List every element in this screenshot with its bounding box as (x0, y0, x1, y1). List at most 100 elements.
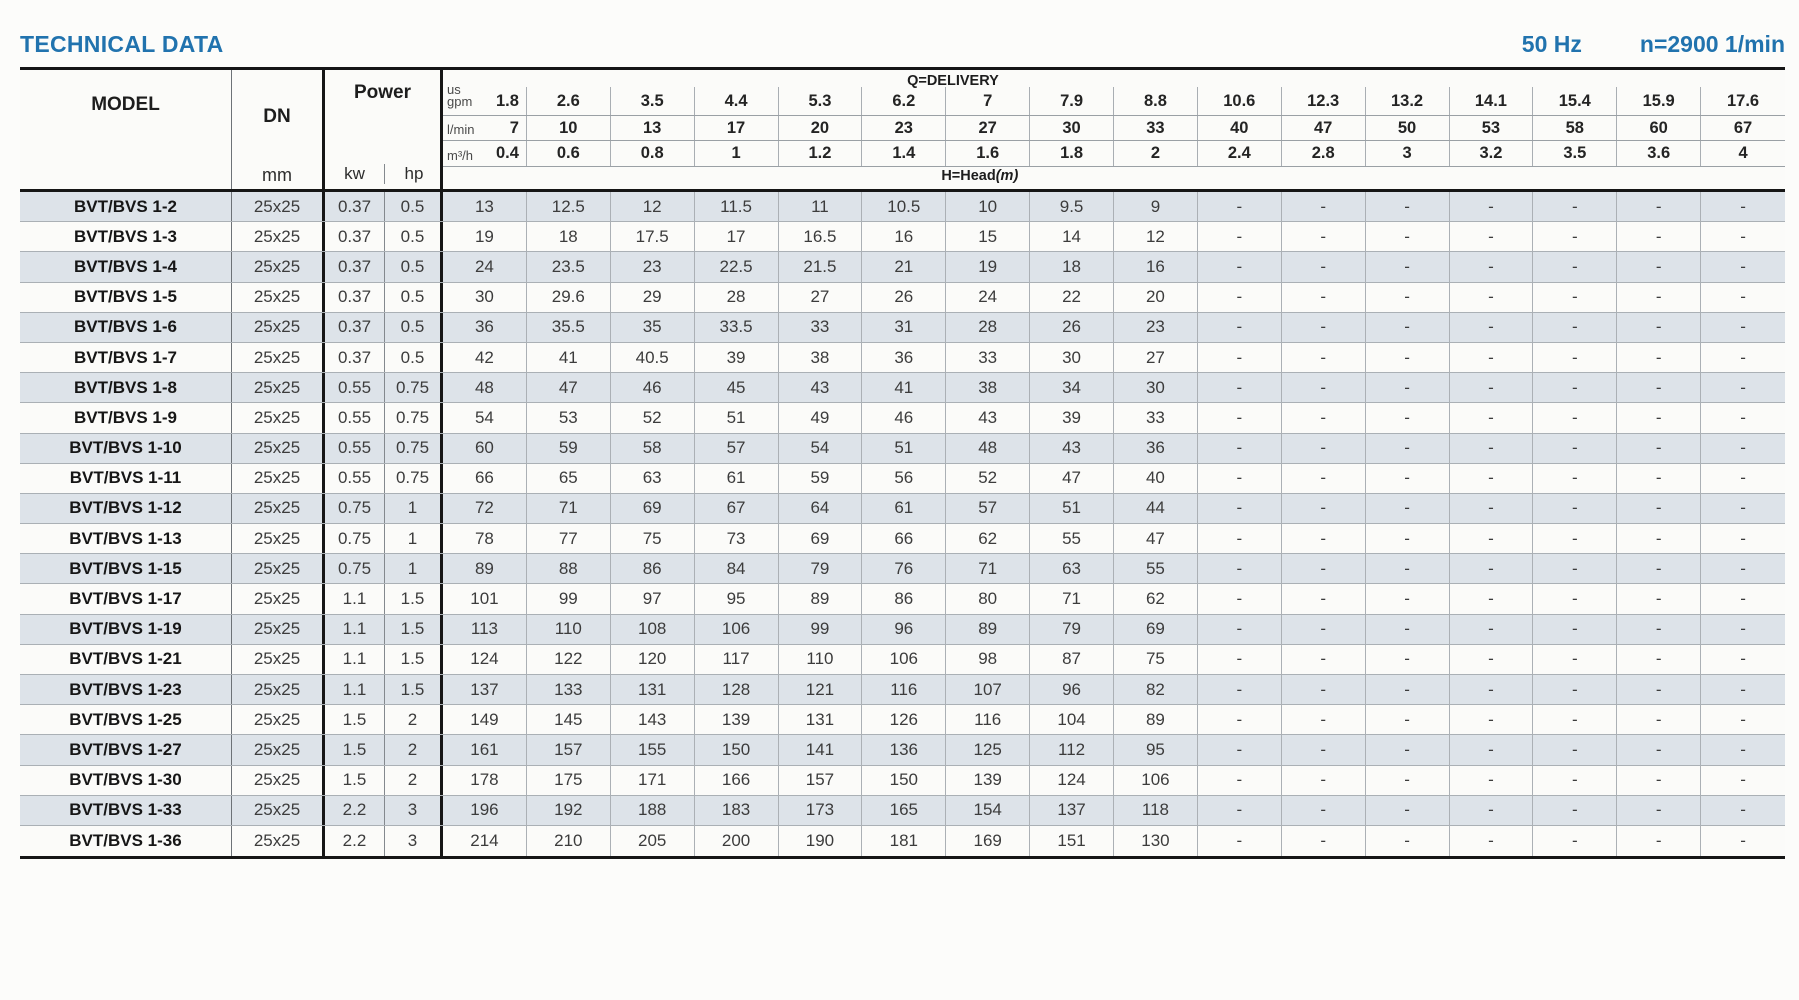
delivery-header-block: Q=DELIVERY us gpm 1.8 2.6 3.5 4.4 5.3 6.2 7 7.9… (443, 70, 1785, 189)
head-value-cell: 141 (779, 735, 863, 765)
model-cell: BVT/BVS 1-8 (20, 373, 232, 403)
head-value-cell: - (1282, 493, 1366, 524)
head-value-cell: 175 (527, 765, 611, 795)
kw-cell: 0.55 (325, 373, 385, 403)
head-value-cell: 154 (946, 795, 1031, 825)
head-value-cell: - (1282, 825, 1366, 857)
m3h-value: 1.2 (779, 141, 863, 166)
gpm-value: 15.9 (1617, 87, 1702, 115)
head-value-cell: 121 (779, 675, 863, 705)
head-value-cell: 157 (779, 765, 863, 795)
dn-column-header: DN mm (232, 70, 325, 189)
head-value-cell: - (1366, 433, 1450, 463)
page-title: TECHNICAL DATA (20, 31, 224, 57)
head-value-cell: - (1366, 463, 1450, 493)
head-value-cell: - (1282, 252, 1366, 282)
lmin-value: 60 (1617, 116, 1702, 140)
head-value-cell: - (1450, 403, 1534, 433)
dn-cell: 25x25 (232, 433, 325, 463)
gpm-value: 6.2 (862, 87, 947, 115)
table-row: BVT/BVS 1-36 25x25 2.2 3 214 210 205 200 190 181 1… (20, 825, 1785, 857)
head-value-cell: - (1450, 614, 1534, 644)
model-cell: BVT/BVS 1-5 (20, 282, 232, 312)
gpm-value: 4.4 (695, 87, 779, 115)
head-value-cell: - (1740, 287, 1746, 307)
model-cell: BVT/BVS 1-12 (20, 493, 232, 524)
dn-cell: 25x25 (232, 614, 325, 644)
head-value-cell: 40 (1114, 463, 1198, 493)
head-value-cell: 51 (1030, 493, 1114, 524)
head-value-cell: 34 (1030, 373, 1114, 403)
head-value-cell: - (1740, 256, 1746, 276)
hp-cell: 1 (385, 493, 443, 524)
head-value-cell: 66 (443, 463, 527, 493)
head-value-cell: 181 (862, 825, 947, 857)
kw-cell: 0.37 (325, 192, 385, 222)
head-value-cell: - (1366, 735, 1450, 765)
hp-cell: 1.5 (385, 675, 443, 705)
head-value-cell: - (1617, 222, 1702, 252)
gpm-unit-row: us gpm 1.8 2.6 3.5 4.4 5.3 6.2 7 7.9 8.8 10.6 12.3… (443, 70, 1785, 116)
head-value-cell: - (1282, 463, 1366, 493)
head-value-cell: 16.5 (779, 222, 863, 252)
head-value-cell: 151 (1030, 825, 1114, 857)
head-value-cell: - (1366, 675, 1450, 705)
head-value-cell: 52 (611, 403, 695, 433)
head-value-cell: - (1533, 765, 1618, 795)
dn-cell: 25x25 (232, 252, 325, 282)
lmin-value: 67 (1733, 118, 1753, 137)
head-value-cell: - (1282, 222, 1366, 252)
kw-cell: 0.37 (325, 282, 385, 312)
head-value-cell: 183 (695, 795, 779, 825)
head-value-cell: - (1282, 192, 1366, 222)
gpm-value: 12.3 (1282, 87, 1366, 115)
head-value-cell: - (1282, 282, 1366, 312)
head-value-cell: - (1366, 282, 1450, 312)
model-cell: BVT/BVS 1-4 (20, 252, 232, 282)
model-cell: BVT/BVS 1-30 (20, 765, 232, 795)
head-value-cell: 39 (695, 342, 779, 373)
head-value-cell: 139 (946, 765, 1031, 795)
head-value-cell: 55 (1114, 554, 1198, 584)
head-value-cell: 53 (527, 403, 611, 433)
head-value-cell: - (1198, 705, 1282, 735)
head-value-cell: - (1740, 196, 1746, 216)
head-value-cell: - (1450, 312, 1534, 342)
head-value-cell: 101 (443, 584, 527, 614)
head-value-cell: - (1366, 312, 1450, 342)
gpm-value: 3.5 (611, 87, 695, 115)
m3h-value: 0.4 (443, 141, 527, 166)
head-value-cell: 29.6 (527, 282, 611, 312)
head-value-cell: - (1366, 765, 1450, 795)
head-value-cell: - (1366, 192, 1450, 222)
head-value-cell: 136 (862, 735, 947, 765)
head-value-cell: 19 (946, 252, 1031, 282)
head-value-cell: 11 (779, 192, 863, 222)
kw-cell: 0.75 (325, 493, 385, 524)
model-cell: BVT/BVS 1-36 (20, 825, 232, 857)
head-value-cell: 79 (1030, 614, 1114, 644)
lmin-unit-label: l/min (447, 122, 475, 137)
head-value-cell: 9 (1114, 192, 1198, 222)
table-row: BVT/BVS 1-33 25x25 2.2 3 196 192 188 183 173 165 1… (20, 795, 1785, 826)
head-value-cell: - (1533, 524, 1618, 554)
lmin-value: 17 (695, 116, 779, 140)
head-value-cell: - (1450, 735, 1534, 765)
head-value-cell: - (1617, 825, 1702, 857)
dn-cell: 25x25 (232, 312, 325, 342)
head-value-cell: - (1366, 554, 1450, 584)
hp-cell: 1 (385, 554, 443, 584)
head-value-cell: 19 (443, 222, 527, 252)
head-value-cell: - (1617, 342, 1702, 373)
head-value-cell: 42 (443, 342, 527, 373)
head-value-cell: 120 (611, 644, 695, 674)
table-row: BVT/BVS 1-30 25x25 1.5 2 178 175 171 166 157 150 1… (20, 765, 1785, 796)
head-value-cell: - (1533, 463, 1618, 493)
head-value-cell: - (1740, 407, 1746, 427)
head-value-cell: - (1617, 403, 1702, 433)
head-value-cell: - (1282, 342, 1366, 373)
head-value-cell: - (1533, 192, 1618, 222)
head-value-cell: 12 (1114, 222, 1198, 252)
head-value-cell: - (1533, 312, 1618, 342)
head-value-cell: 23 (1114, 312, 1198, 342)
